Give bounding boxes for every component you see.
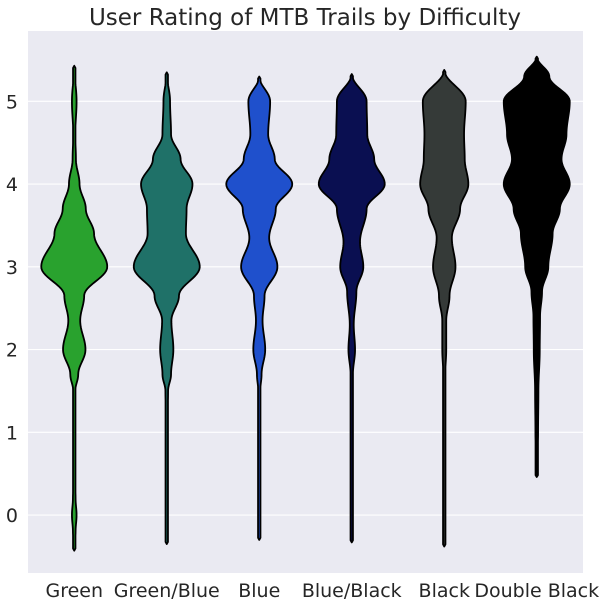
x-tick-label: Blue [238, 580, 280, 602]
y-tick-label: 1 [6, 422, 18, 444]
x-tick-label: Double Black [474, 580, 599, 602]
x-tick-label: Green/Blue [114, 580, 220, 602]
violin-double-black [502, 55, 571, 478]
y-tick-label: 2 [6, 340, 18, 362]
y-tick-label: 3 [6, 257, 18, 279]
violin-green [40, 64, 109, 552]
violin-black [419, 68, 470, 548]
violin-green-blue [132, 71, 201, 545]
y-tick-label: 5 [6, 91, 18, 113]
x-tick-labels: Green Green/Blue Blue Blue/Black Black Double… [45, 580, 599, 602]
violin-blue [225, 75, 294, 541]
violins [40, 55, 571, 552]
grid-lines [28, 100, 583, 516]
y-tick-label: 4 [6, 174, 18, 196]
x-tick-label: Black [419, 580, 470, 602]
x-tick-label: Green [45, 580, 103, 602]
violin-blue-black [317, 73, 386, 544]
chart-title: User Rating of MTB Trails by Difficulty [89, 5, 521, 31]
x-tick-label: Blue/Black [302, 580, 402, 602]
y-tick-labels: 0 1 2 3 4 5 [6, 91, 18, 527]
plot-background [28, 31, 583, 573]
y-tick-label: 0 [6, 505, 18, 527]
